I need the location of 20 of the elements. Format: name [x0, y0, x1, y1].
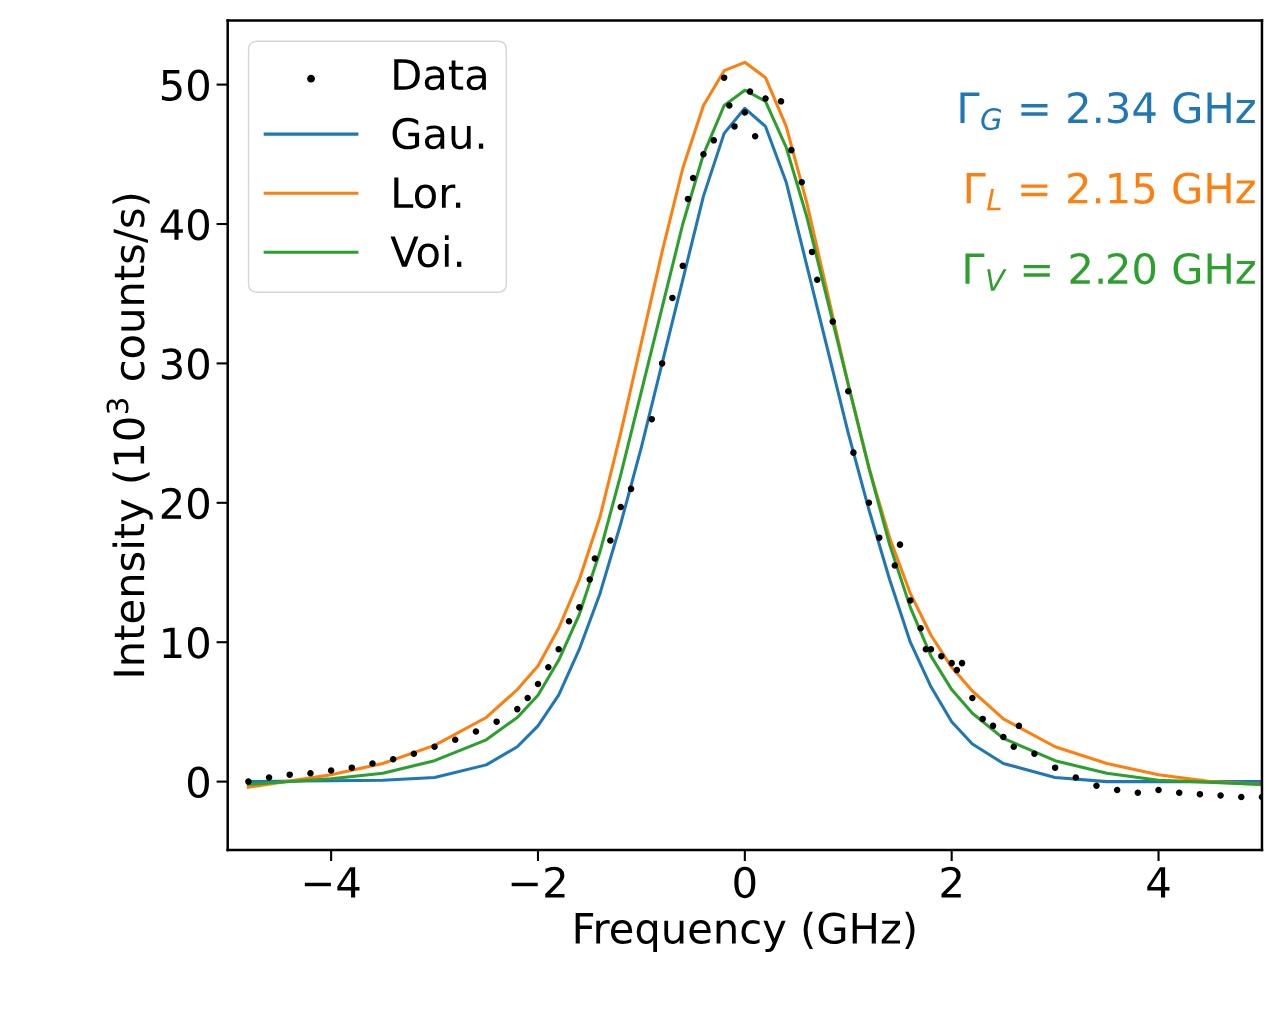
- x-tick-label: 4: [1147, 867, 1170, 898]
- y-tick-label: 10: [163, 627, 209, 659]
- x-tick-label: 2: [941, 866, 961, 898]
- x-tick-label: −4: [304, 867, 360, 898]
- legend-label: Gau.: [392, 117, 484, 150]
- y-tick-label: 20: [161, 487, 209, 520]
- x-tick-label: −2: [511, 866, 565, 898]
- x-axis-title: Frequency (GHz): [575, 911, 915, 953]
- y-tick-label: 40: [160, 208, 209, 241]
- annotation: Γ$_{V}$ = 2.20 GHz: [965, 252, 1255, 291]
- y-tick-label: 0: [187, 766, 209, 799]
- legend-label: Data: [394, 59, 486, 91]
- legend-label: Lor.: [394, 177, 461, 209]
- legend-label: Voi.: [390, 235, 462, 268]
- y-axis-title: Intensity (10$^{3}$ counts/s): [106, 194, 153, 676]
- annotation: Γ$_{L}$ = 2.15 GHz: [966, 172, 1255, 211]
- x-tick-label: 0: [734, 866, 756, 899]
- annotation: Γ$_{G}$ = 2.34 GHz: [960, 91, 1255, 131]
- y-tick-label: 30: [161, 348, 209, 380]
- y-tick-label: 50: [161, 69, 209, 102]
